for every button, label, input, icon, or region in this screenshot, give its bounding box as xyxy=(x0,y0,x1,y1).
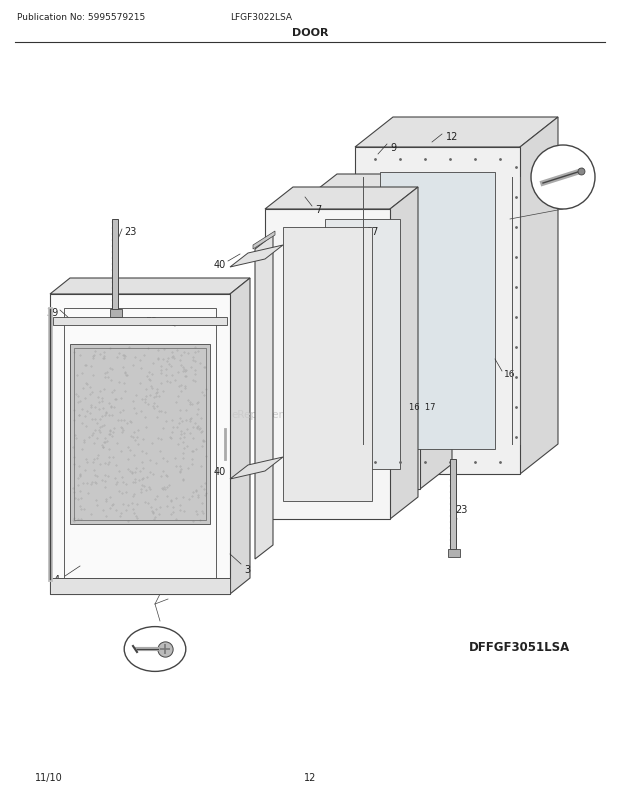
Polygon shape xyxy=(380,172,495,449)
Polygon shape xyxy=(265,188,418,210)
Text: 4: 4 xyxy=(54,574,60,585)
Text: 5: 5 xyxy=(327,444,333,455)
Text: 16  17: 16 17 xyxy=(409,403,435,412)
Text: 3: 3 xyxy=(244,565,250,574)
Text: 10: 10 xyxy=(549,172,561,183)
Text: DFFGF3051LSA: DFFGF3051LSA xyxy=(469,641,570,654)
Polygon shape xyxy=(110,310,122,318)
Text: 23: 23 xyxy=(455,504,467,514)
Polygon shape xyxy=(230,245,283,268)
Text: LFGF3022LSA: LFGF3022LSA xyxy=(230,14,292,22)
Polygon shape xyxy=(70,345,210,525)
Text: 17: 17 xyxy=(367,227,379,237)
Text: 40: 40 xyxy=(214,260,226,269)
Polygon shape xyxy=(390,188,418,520)
Polygon shape xyxy=(420,175,452,489)
Text: 12: 12 xyxy=(446,132,458,142)
Polygon shape xyxy=(50,578,230,594)
Ellipse shape xyxy=(124,627,186,671)
Text: 6: 6 xyxy=(255,253,261,263)
Text: 60B: 60B xyxy=(130,645,149,654)
Polygon shape xyxy=(230,457,283,480)
Polygon shape xyxy=(355,148,520,475)
Polygon shape xyxy=(448,549,460,557)
Text: 9: 9 xyxy=(390,143,396,153)
Text: 23: 23 xyxy=(124,227,136,237)
Polygon shape xyxy=(112,220,118,310)
Polygon shape xyxy=(50,278,250,294)
Polygon shape xyxy=(53,318,227,326)
Polygon shape xyxy=(255,236,273,559)
Text: DOOR: DOOR xyxy=(292,28,328,38)
Polygon shape xyxy=(520,118,558,475)
Text: 16: 16 xyxy=(504,370,516,379)
Polygon shape xyxy=(230,278,250,594)
Polygon shape xyxy=(253,232,275,249)
Polygon shape xyxy=(355,118,558,148)
Text: 52: 52 xyxy=(144,317,157,326)
Polygon shape xyxy=(305,200,420,489)
Text: 7: 7 xyxy=(315,205,321,215)
Polygon shape xyxy=(50,294,230,594)
Text: Publication No: 5995579215: Publication No: 5995579215 xyxy=(17,14,145,22)
Text: 40: 40 xyxy=(214,467,226,476)
Text: 39: 39 xyxy=(46,308,58,318)
Text: 11/10: 11/10 xyxy=(35,772,63,782)
Polygon shape xyxy=(305,175,452,200)
Polygon shape xyxy=(265,210,390,520)
Polygon shape xyxy=(325,220,400,469)
Text: 12: 12 xyxy=(304,772,316,782)
Polygon shape xyxy=(283,228,372,501)
Polygon shape xyxy=(450,460,456,549)
Ellipse shape xyxy=(531,146,595,210)
Text: eReplacementParts.com: eReplacementParts.com xyxy=(232,410,358,419)
